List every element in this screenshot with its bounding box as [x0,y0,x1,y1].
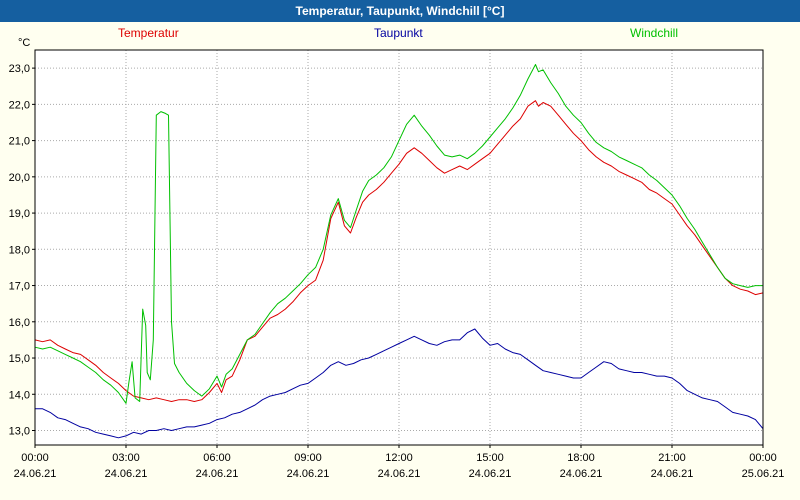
legend-temperatur: Temperatur [118,26,179,40]
x-tick-label: 18:00 [567,452,595,464]
x-tick-label: 21:00 [658,452,686,464]
y-tick-label: 16,0 [9,317,30,329]
chart-plot: 13,0 14,0 15,0 16,0 17,0 18,0 19,0 20,0 21,0 22,0… [9,49,785,480]
x-date-label: 24.06.21 [560,468,603,480]
legend-windchill: Windchill [630,26,679,40]
x-tick-label: 12:00 [385,452,413,464]
x-date-label: 24.06.21 [196,468,239,480]
x-date-label: 24.06.21 [651,468,694,480]
y-tick-label: 15,0 [9,353,30,365]
series-line-taupunkt [35,328,764,439]
x-tick-label: 03:00 [112,452,140,464]
x-date-label: 24.06.21 [378,468,421,480]
legend-taupunkt: Taupunkt [374,26,423,40]
y-tick-label: 19,0 [9,208,30,220]
x-date-label: 24.06.21 [287,468,330,480]
y-tick-label: 17,0 [9,281,30,293]
window-titlebar: Temperatur, Taupunkt, Windchill [°C] [0,0,800,22]
y-tick-label: 20,0 [9,172,30,184]
window-title: Temperatur, Taupunkt, Windchill [°C] [295,4,505,18]
x-tick-label: 00:00 [749,452,777,464]
x-tick-label: 00:00 [21,452,49,464]
y-tick-label: 13,0 [9,426,30,438]
x-tick-label: 09:00 [294,452,322,464]
series-line-temperatur [34,100,764,402]
chart-area: Temperatur Taupunkt Windchill °C 13,0 14,… [0,22,800,500]
x-date-label: 24.06.21 [469,468,512,480]
x-tick-label: 15:00 [476,452,504,464]
y-tick-label: 14,0 [9,389,30,401]
plot-background [35,50,763,445]
y-tick-label: 21,0 [9,136,30,148]
plot-border [34,49,764,446]
y-tick-label: 23,0 [9,63,30,75]
x-tick-label: 06:00 [203,452,231,464]
x-date-label: 25.06.21 [742,468,785,480]
y-tick-label: 22,0 [9,99,30,111]
y-axis-unit-label: °C [18,37,31,49]
x-date-label: 24.06.21 [14,468,57,480]
y-tick-label: 18,0 [9,244,30,256]
series-line-windchill [34,64,763,404]
x-date-label: 24.06.21 [105,468,148,480]
